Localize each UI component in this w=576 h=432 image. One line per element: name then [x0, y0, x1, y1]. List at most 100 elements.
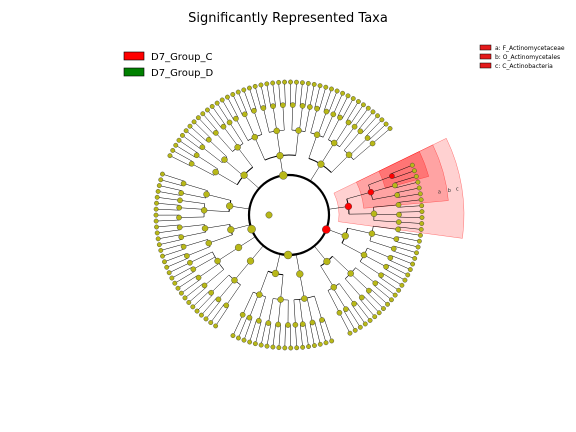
- taxon-node: [276, 345, 282, 351]
- clade-stem: [384, 268, 406, 281]
- clade-stem: [198, 117, 215, 135]
- taxon-node: [392, 182, 398, 189]
- clade-stem: [196, 155, 218, 170]
- clade-stem: [304, 323, 309, 347]
- clade-stem: [341, 98, 354, 119]
- clade-stem: [159, 185, 182, 191]
- clade-stem: [395, 181, 418, 189]
- taxon-node: [312, 343, 317, 348]
- clade-stem: [355, 302, 371, 321]
- clade-stem: [320, 265, 334, 288]
- taxon-node: [365, 105, 371, 111]
- taxon-node: [294, 345, 300, 351]
- clade-stem: [293, 299, 296, 325]
- taxon-node: [351, 300, 357, 307]
- taxon-node: [201, 282, 208, 289]
- clade-stem: [205, 300, 221, 320]
- clade-stem: [158, 234, 181, 240]
- enriched-taxon-node: [344, 202, 352, 211]
- taxon-node: [265, 320, 272, 326]
- taxon-node: [270, 80, 276, 86]
- clade-legend-swatch-c: [479, 62, 492, 69]
- clade-stem: [354, 108, 369, 127]
- taxon-node: [413, 174, 419, 179]
- taxon-node: [362, 321, 368, 327]
- taxon-node: [190, 266, 197, 273]
- clade-stem: [224, 159, 244, 177]
- taxon-node: [220, 123, 227, 130]
- taxon-node: [368, 230, 376, 237]
- taxon-node: [323, 84, 329, 90]
- clade-stem: [242, 291, 254, 315]
- taxon-node: [370, 210, 378, 217]
- clade-stem: [347, 307, 361, 328]
- clade-legend: a: F_Actinomycetaceae b: O_Actinomycetal…: [479, 44, 565, 70]
- taxon-node: [233, 115, 239, 122]
- taxon-node: [231, 277, 238, 284]
- taxon-node: [205, 107, 210, 113]
- clade-stem: [169, 155, 191, 167]
- clade-stem: [346, 191, 371, 200]
- clade-stem: [184, 283, 204, 299]
- taxon-node: [330, 139, 338, 147]
- taxon-node: [369, 140, 376, 147]
- clade-stem: [334, 122, 349, 144]
- clade-stem: [345, 278, 362, 298]
- taxon-node: [282, 345, 288, 351]
- clade-stem: [350, 104, 364, 124]
- taxon-node: [300, 344, 306, 350]
- clade-stem: [391, 255, 413, 265]
- clade-stem: [210, 303, 225, 323]
- taxon-node: [191, 119, 197, 125]
- taxon-node: [285, 322, 291, 328]
- taxon-node: [156, 183, 162, 188]
- clade-stem: [291, 105, 293, 131]
- taxon-node: [258, 82, 264, 88]
- taxon-node: [187, 259, 193, 266]
- taxon-node: [160, 171, 165, 177]
- taxon-node: [183, 128, 189, 134]
- clade-stem: [392, 250, 415, 259]
- clade-stem: [369, 240, 394, 249]
- taxon-node: [334, 88, 340, 94]
- clade-stem: [260, 322, 267, 346]
- clade-stem: [294, 82, 297, 106]
- taxon-node: [184, 253, 190, 259]
- clade-stem: [156, 224, 180, 228]
- taxon-node: [270, 103, 276, 109]
- taxon-node: [208, 320, 214, 325]
- taxon-node: [412, 256, 418, 261]
- taxon-node: [178, 234, 185, 240]
- clade-stem: [392, 170, 415, 179]
- taxon-node: [283, 250, 293, 260]
- clade-stem: [365, 119, 383, 137]
- clade-stem: [183, 183, 208, 191]
- clade-stem: [363, 254, 387, 267]
- taxon-node: [407, 267, 413, 272]
- taxon-node: [410, 261, 416, 267]
- clade-stem: [249, 319, 257, 343]
- taxon-node: [162, 259, 167, 265]
- taxon-node: [370, 109, 376, 115]
- taxon-node: [301, 295, 308, 302]
- taxon-node: [187, 123, 193, 129]
- clade-stem: [208, 139, 228, 158]
- clade-stem: [272, 106, 277, 131]
- clade-stem: [299, 82, 303, 106]
- taxon-node: [341, 232, 349, 240]
- clade-stem: [217, 247, 239, 262]
- taxon-node: [247, 224, 256, 234]
- taxon-node: [392, 292, 398, 298]
- taxon-node: [329, 338, 335, 344]
- clade-stem: [179, 200, 205, 204]
- clade-legend-label-a: a: F_Actinomycetaceae: [495, 45, 565, 52]
- clade-stem: [397, 193, 421, 198]
- clade-stem: [232, 314, 243, 336]
- taxon-node: [383, 121, 389, 127]
- clade-stem: [218, 280, 235, 300]
- taxon-node: [330, 284, 337, 291]
- clade-stem: [157, 229, 181, 234]
- clade-stem: [358, 111, 374, 130]
- taxon-node: [390, 245, 397, 252]
- clade-stem: [268, 298, 274, 324]
